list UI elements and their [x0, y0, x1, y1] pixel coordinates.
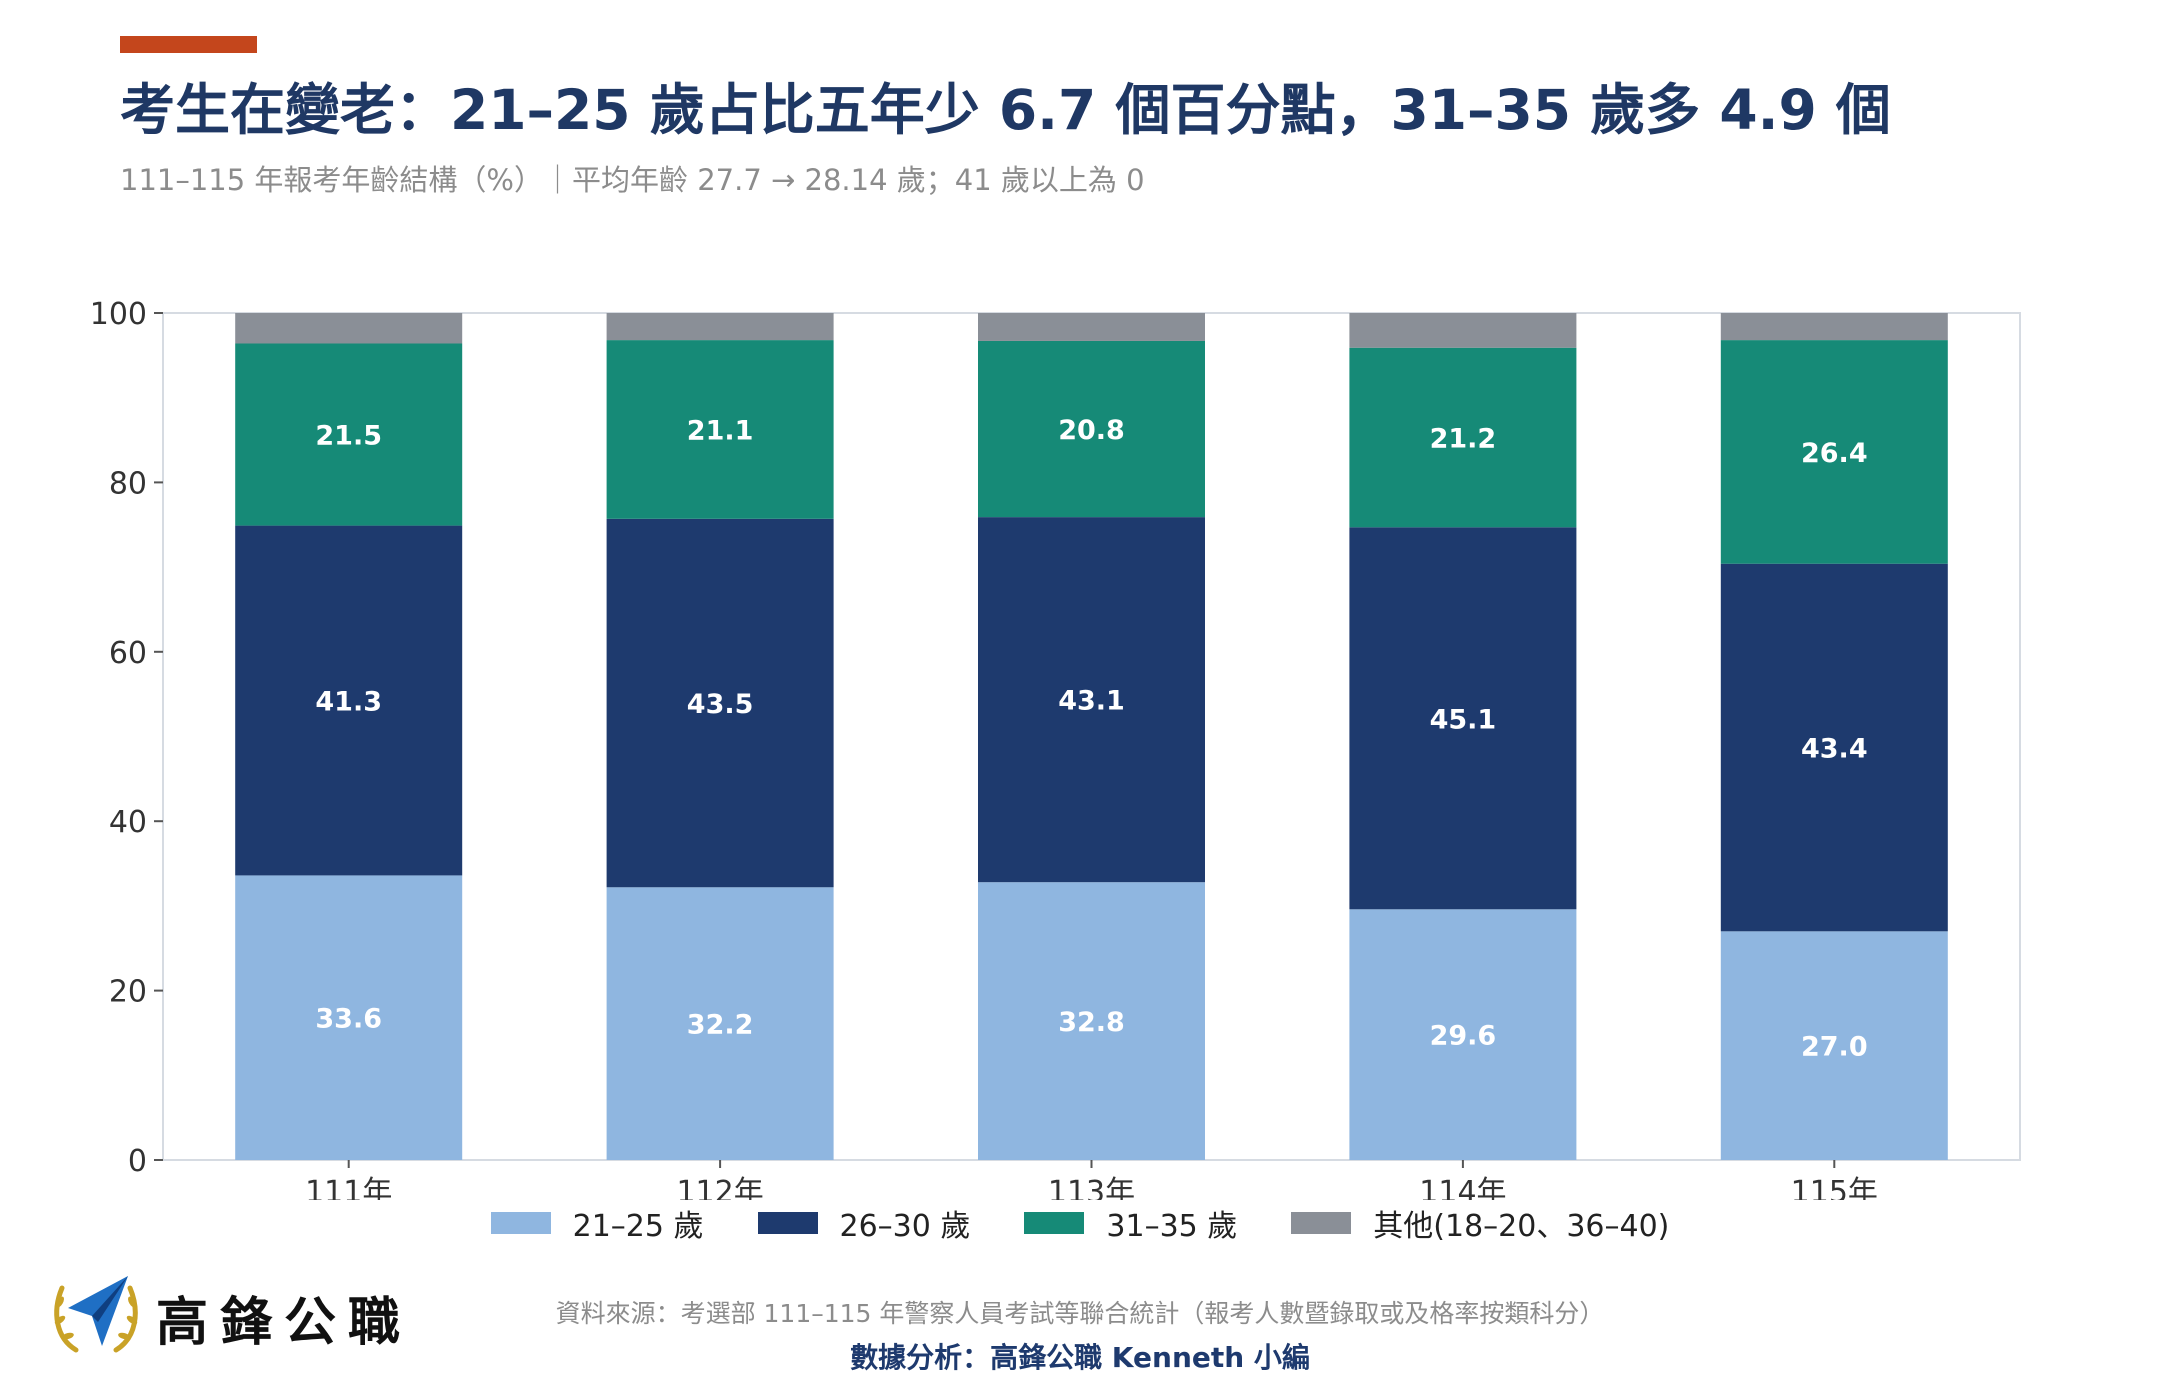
stacked-bar-chart: 0 20 40 60 80 100 33.6 41.3 21.5 111年 32.2 43.5 21.1… — [90, 297, 2021, 1200]
bar-data-label: 45.1 — [1430, 704, 1497, 735]
title-accent-bar — [120, 36, 257, 53]
legend-label: 31–35 歲 — [1106, 1209, 1238, 1244]
analysis-credit: 數據分析：高鋒公職 Kenneth 小編 — [850, 1341, 1310, 1374]
x-tick-label: 112年 — [676, 1175, 763, 1200]
bar-segment — [235, 343, 463, 526]
brand-name: 高鋒公職 — [156, 1293, 413, 1353]
x-tick-label: 113年 — [1048, 1175, 1135, 1200]
logo-laurel-plane-icon — [54, 1276, 138, 1353]
bar-data-label: 43.5 — [687, 689, 754, 720]
bar-data-label: 20.8 — [1058, 415, 1125, 446]
legend-label: 21–25 歲 — [572, 1209, 704, 1244]
legend-item: 21–25 歲 — [490, 1201, 704, 1245]
bar-data-label: 29.6 — [1430, 1021, 1497, 1052]
bar-segment — [1720, 340, 1948, 564]
chart-subtitle: 111–115 年報考年齡結構（%）｜平均年齡 27.7 → 28.14 歲；4… — [120, 163, 1145, 197]
bar-data-label: 43.1 — [1058, 686, 1125, 717]
bar-segment — [1349, 527, 1577, 910]
bar-segment — [978, 313, 1205, 341]
x-tick-label: 111年 — [305, 1175, 392, 1200]
x-tick-label: 115年 — [1791, 1175, 1878, 1200]
legend-item: 其他(18–20、36–40) — [1291, 1201, 1669, 1245]
legend-swatch — [757, 1212, 818, 1234]
bar-data-label: 32.8 — [1058, 1007, 1125, 1038]
bar-segment — [978, 882, 1205, 1160]
bar-data-label: 21.1 — [687, 415, 754, 446]
y-tick-label: 20 — [109, 975, 147, 1010]
bar-data-label: 41.3 — [315, 687, 382, 718]
bar-segment — [606, 518, 834, 888]
chart-title: 考生在變老：21–25 歲占比五年少 6.7 個百分點，31–35 歲多 4.9… — [120, 78, 1891, 142]
y-tick-label: 40 — [109, 805, 147, 840]
bar-segment — [978, 340, 1205, 518]
bar-segment — [1349, 347, 1577, 528]
bar-data-label: 32.2 — [687, 1010, 754, 1041]
y-tick-label: 100 — [90, 297, 147, 332]
legend-swatch — [490, 1212, 551, 1234]
bar-data-label: 27.0 — [1801, 1032, 1868, 1063]
bar-segment — [606, 313, 834, 341]
bar-segment — [235, 313, 463, 344]
bar-segment — [606, 887, 834, 1160]
bar-segment — [1349, 909, 1577, 1160]
y-tick-label: 60 — [109, 636, 147, 671]
bar-data-label: 26.4 — [1801, 438, 1868, 469]
legend-swatch — [1024, 1212, 1085, 1234]
bar-segment — [1720, 931, 1948, 1160]
legend-swatch — [1291, 1212, 1352, 1234]
bar-data-label: 21.5 — [315, 421, 382, 452]
legend-item: 31–35 歲 — [1024, 1201, 1237, 1245]
bar-segment — [978, 517, 1205, 883]
x-tick-label: 114年 — [1419, 1175, 1506, 1200]
bar-segment — [235, 525, 463, 876]
bar-segment — [1720, 563, 1948, 932]
y-tick-label: 0 — [128, 1144, 147, 1179]
bar-data-label: 21.2 — [1430, 424, 1497, 455]
y-tick-label: 80 — [109, 466, 147, 501]
legend-label: 其他(18–20、36–40) — [1373, 1209, 1670, 1244]
bar-segment — [1349, 313, 1577, 348]
bar-data-label: 43.4 — [1801, 734, 1868, 765]
bar-segment — [606, 340, 834, 519]
bar-data-label: 33.6 — [315, 1004, 382, 1035]
chart-legend: 21–25 歲 26–30 歲 31–35 歲 其他(18–20、36–40) — [0, 1198, 2160, 1248]
legend-label: 26–30 歲 — [839, 1209, 971, 1244]
bar-segment — [1720, 313, 1948, 341]
data-source-note: 資料來源：考選部 111–115 年警察人員考試等聯合統計（報考人數暨錄取或及格… — [555, 1299, 1605, 1328]
legend-item: 26–30 歲 — [757, 1201, 971, 1245]
bar-segment — [235, 875, 463, 1160]
